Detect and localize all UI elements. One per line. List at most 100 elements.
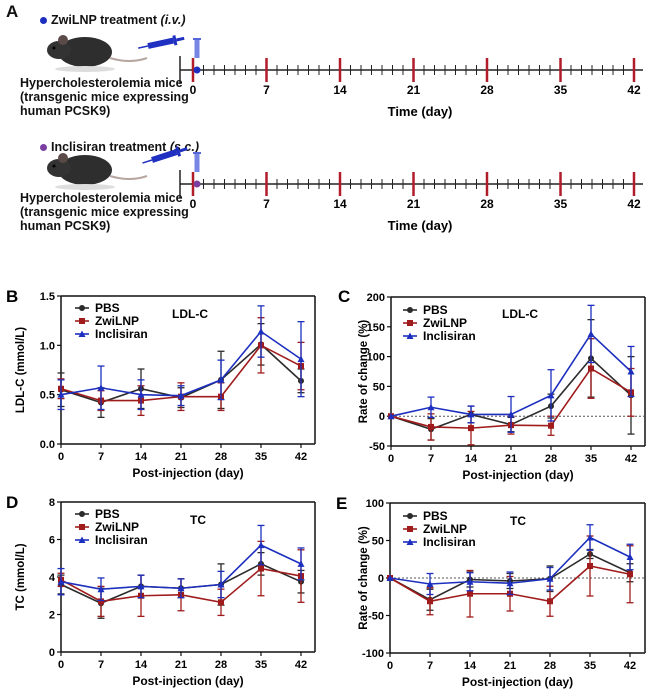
x-axis-label: Post-injection (day) <box>462 675 573 689</box>
timeline-tick-label: 42 <box>627 83 641 97</box>
marker-triangle <box>97 585 105 593</box>
marker-circle <box>79 305 85 311</box>
series-inclisiran <box>57 524 305 602</box>
x-tick-label: 7 <box>427 660 433 672</box>
marker-square <box>427 598 433 605</box>
marker-triangle <box>57 391 65 398</box>
marker-triangle <box>586 534 594 541</box>
panel-label: B <box>6 287 18 306</box>
legend-label: Inclisiran <box>423 535 476 549</box>
marker-triangle <box>78 330 86 337</box>
marker-square <box>218 599 224 606</box>
timeline-tick-label: 0 <box>190 83 197 97</box>
x-tick-label: 7 <box>98 659 104 671</box>
x-axis-label: Post-injection (day) <box>132 466 243 480</box>
marker-square <box>548 422 554 429</box>
injection-marker <box>193 66 201 74</box>
y-axis-label: TC (mmol/L) <box>15 543 27 610</box>
mouse-description-2: Hypercholesterolemia mice (transgenic mi… <box>20 191 189 233</box>
x-tick-label: 42 <box>295 659 307 671</box>
marker-square <box>468 425 474 432</box>
marker-triangle <box>587 330 595 337</box>
timeline-tick-label: 28 <box>480 197 494 211</box>
x-tick-label: 14 <box>465 453 478 465</box>
legend-label: PBS <box>423 509 448 523</box>
x-axis-label: Post-injection (day) <box>132 674 243 688</box>
marker-triangle <box>506 579 514 587</box>
y-tick-label: 50 <box>373 381 385 393</box>
marker-triangle <box>467 410 475 418</box>
marker-triangle <box>137 582 145 590</box>
injection-marker <box>193 180 201 188</box>
marker-triangle <box>426 580 434 587</box>
legend-label: PBS <box>423 303 448 317</box>
series-inclisiran <box>386 524 634 596</box>
series-inclisiran <box>57 305 305 411</box>
panel-label: C <box>338 287 350 306</box>
y-tick-label: 1.0 <box>40 340 55 352</box>
syringe-barrel <box>194 40 200 58</box>
marker-square <box>98 598 104 605</box>
panel-label-a: A <box>6 2 19 21</box>
treatment-dot-icon <box>40 144 47 151</box>
marker-square <box>428 423 434 430</box>
timeline-tick-label: 35 <box>554 197 568 211</box>
mouse-illustration-1 <box>46 32 186 73</box>
legend-label: Inclisiran <box>95 533 148 547</box>
legend-item-inclisiran: Inclisiran <box>75 327 148 341</box>
x-tick-label: 7 <box>428 453 434 465</box>
legend-label: ZwiLNP <box>95 314 139 328</box>
marker-triangle <box>547 391 555 399</box>
marker-triangle <box>546 575 554 582</box>
y-tick-label: 1.5 <box>40 291 55 303</box>
legend-item-pbs: PBS <box>403 303 448 317</box>
legend-item-inclisiran: Inclisiran <box>403 329 476 343</box>
marker-triangle <box>217 581 225 588</box>
marker-circle <box>407 307 413 313</box>
marker-triangle <box>137 391 145 398</box>
y-tick-label: 0 <box>378 573 384 585</box>
timeline-axis-label: Time (day) <box>388 104 453 119</box>
timeline-tick-label: 21 <box>407 83 421 97</box>
y-axis-label: Rate of change (%) <box>358 320 370 424</box>
y-axis-label: Rate of change (%) <box>358 526 370 630</box>
treatment-dot-icon <box>40 17 47 24</box>
timeline-tick-label: 0 <box>190 197 197 211</box>
marker-square <box>547 598 553 605</box>
y-tick-label: 4 <box>49 572 56 584</box>
marker-triangle <box>78 536 86 543</box>
marker-triangle <box>466 578 474 585</box>
x-tick-label: 35 <box>584 660 596 672</box>
marker-triangle <box>386 574 394 581</box>
y-tick-label: 100 <box>366 498 384 510</box>
marker-square <box>467 590 473 597</box>
marker-triangle <box>97 384 105 391</box>
mouse-line: human PCSK9) <box>20 219 111 233</box>
x-tick-label: 21 <box>175 451 187 463</box>
legend-item-inclisiran: Inclisiran <box>403 535 476 549</box>
chart-title: TC <box>510 514 526 528</box>
legend-item-zwilnp: ZwiLNP <box>75 314 139 328</box>
y-tick-label: 50 <box>372 536 384 548</box>
x-tick-label: 28 <box>215 451 227 463</box>
treatment-name: Inclisiran treatment <box>51 140 167 154</box>
legend-item-zwilnp: ZwiLNP <box>403 522 467 536</box>
marker-triangle <box>406 332 414 339</box>
y-tick-label: 200 <box>367 292 385 304</box>
x-tick-label: 14 <box>464 660 477 672</box>
legend-label: PBS <box>95 507 120 521</box>
timeline-tick-label: 14 <box>333 197 347 211</box>
marker-triangle <box>57 578 65 585</box>
chart-E: E -100 -50 0 50 100 0 7 14 21 28 35 42 Post-injection… <box>336 494 646 689</box>
treatment-route: (i.v.) <box>160 13 186 27</box>
marker-triangle <box>507 410 515 418</box>
marker-square <box>79 318 85 324</box>
x-tick-label: 42 <box>624 660 636 672</box>
y-axis-label: LDL-C (mmol/L) <box>15 327 27 413</box>
x-tick-label: 35 <box>255 659 267 671</box>
legend-label: Inclisiran <box>423 329 476 343</box>
syringe-barrel <box>194 154 200 172</box>
legend-item-pbs: PBS <box>75 507 120 521</box>
